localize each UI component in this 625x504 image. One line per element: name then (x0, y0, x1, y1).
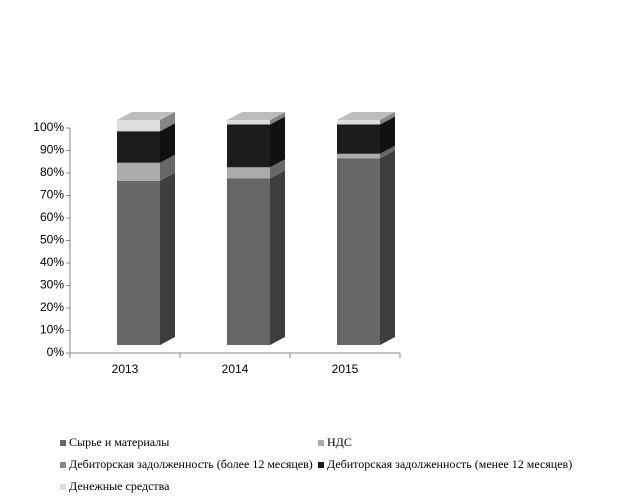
y-tick-label: 80% (40, 165, 64, 179)
bar-segment (337, 124, 380, 154)
bar-segment (227, 120, 270, 125)
y-tick-label: 40% (40, 255, 64, 269)
x-tick-label: 2014 (222, 362, 249, 376)
legend-swatch (318, 462, 324, 468)
bar-side (270, 116, 285, 168)
bar-segment (117, 120, 160, 132)
y-tick-label: 30% (40, 278, 64, 292)
y-tick-label: 60% (40, 210, 64, 224)
bar-side (270, 170, 285, 345)
legend-label: НДС (327, 435, 352, 449)
bar-segment (337, 153, 380, 159)
bar-segment (117, 162, 160, 181)
bar-segment (337, 158, 380, 345)
legend-label: Сырье и материалы (69, 435, 169, 449)
bar-side (160, 112, 175, 132)
bar-top (337, 112, 395, 120)
bar-side (270, 159, 285, 179)
bar-top (117, 112, 175, 120)
bar-side (160, 154, 175, 181)
y-tick-label: 50% (40, 233, 64, 247)
bar-side (380, 145, 395, 159)
bar-side (160, 172, 175, 345)
bar-segment (117, 131, 160, 163)
y-tick-label: 20% (40, 300, 64, 314)
bar-side (380, 150, 395, 345)
x-tick-label: 2015 (332, 362, 359, 376)
y-tick-label: 70% (40, 188, 64, 202)
bar-top (227, 112, 285, 120)
bar-side (380, 116, 395, 154)
legend-swatch (60, 462, 66, 468)
y-tick-label: 0% (47, 345, 65, 359)
legend-label: Дебиторская задолженность (более 12 меся… (69, 457, 313, 471)
y-tick-label: 90% (40, 143, 64, 157)
legend-label: Дебиторская задолженность (менее 12 меся… (327, 457, 572, 471)
legend-swatch (60, 440, 66, 446)
bar-segment (227, 178, 270, 345)
x-tick-label: 2013 (112, 362, 139, 376)
bar-side (160, 123, 175, 163)
y-tick-label: 100% (33, 120, 64, 134)
y-tick-label: 10% (40, 323, 64, 337)
bar-segment (117, 180, 160, 345)
bar-side (380, 112, 395, 125)
legend-label: Денежные средства (69, 479, 170, 493)
bar-side (270, 112, 285, 125)
bar-segment (337, 120, 380, 125)
legend-swatch (318, 440, 324, 446)
bar-segment (227, 167, 270, 179)
bar-segment (227, 124, 270, 168)
legend-swatch (60, 484, 66, 490)
